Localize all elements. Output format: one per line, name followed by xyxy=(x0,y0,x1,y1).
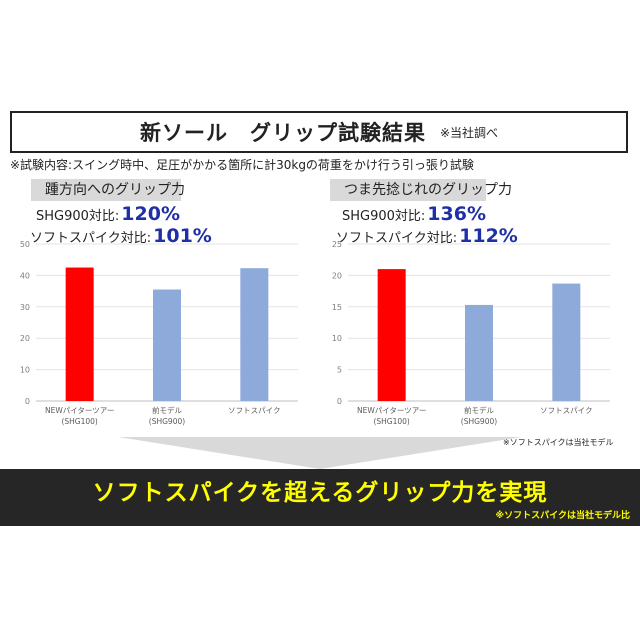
bar xyxy=(240,268,269,401)
right-ratio-softspike-value: 112% xyxy=(459,225,518,247)
result-banner: ソフトスパイクを超えるグリップ力を実現 ※ソフトスパイクは当社モデル比 xyxy=(0,469,640,526)
right-ratio-shg900: SHG900対比: 136% xyxy=(342,203,486,225)
left-ratio-shg900-label: SHG900対比: xyxy=(36,209,120,224)
y-tick-label: 50 xyxy=(20,240,30,249)
x-category-label: ソフトスパイク xyxy=(540,406,592,415)
left-bar-chart: 0 10 20 30 40 50 NEWパイターツアー (SHG100) 前モデル (SHG900… xyxy=(20,240,298,426)
bar xyxy=(552,283,581,401)
title-box: 新ソール グリップ試験結果 ※当社調べ xyxy=(10,111,628,153)
x-category-label: 前モデル xyxy=(464,405,494,415)
left-panel-label: 踵方向へのグリップ力 xyxy=(31,179,185,201)
bar xyxy=(65,267,94,401)
left-ratio-shg900: SHG900対比: 120% xyxy=(36,203,180,225)
y-tick-label: 10 xyxy=(20,366,30,375)
banner-headline: ソフトスパイクを超えるグリップ力を実現 xyxy=(92,480,548,506)
y-tick-label: 20 xyxy=(20,334,30,343)
x-category-label: NEWパイターツアー xyxy=(45,406,114,415)
right-ratio-softspike: ソフトスパイク対比: 112% xyxy=(336,225,518,247)
x-category-label: (SHG900) xyxy=(461,417,497,426)
x-category-label: (SHG900) xyxy=(149,417,185,426)
left-ratio-softspike-label: ソフトスパイク対比: xyxy=(30,231,152,246)
bar xyxy=(153,289,181,401)
x-category-label: (SHG100) xyxy=(373,417,409,426)
test-description: ※試験内容:スイング時中、足圧がかかる箇所に計30kgの荷重をかけ行う引っ張り試… xyxy=(10,158,474,172)
y-tick-label: 5 xyxy=(337,366,342,375)
y-tick-label: 30 xyxy=(20,303,30,312)
right-ratio-softspike-label: ソフトスパイク対比: xyxy=(336,231,458,246)
bar xyxy=(377,269,406,401)
left-ratio-shg900-value: 120% xyxy=(121,203,180,225)
y-tick-label: 10 xyxy=(332,334,342,343)
left-ratio-softspike: ソフトスパイク対比: 101% xyxy=(30,225,212,247)
y-tick-label: 40 xyxy=(20,271,30,280)
right-ratio-shg900-label: SHG900対比: xyxy=(342,209,426,224)
left-ratio-softspike-value: 101% xyxy=(153,225,212,247)
x-category-label: (SHG100) xyxy=(61,417,97,426)
right-ratio-shg900-value: 136% xyxy=(427,203,486,225)
page-title: 新ソール グリップ試験結果 xyxy=(139,121,426,145)
x-category-label: ソフトスパイク xyxy=(228,406,280,415)
y-tick-label: 0 xyxy=(337,397,342,406)
bar xyxy=(465,304,493,401)
chart-footnote: ※ソフトスパイクは当社モデル xyxy=(503,438,614,447)
y-tick-label: 15 xyxy=(332,303,342,312)
y-tick-label: 0 xyxy=(25,397,30,406)
title-note: ※当社調べ xyxy=(439,125,499,140)
x-category-label: NEWパイターツアー xyxy=(357,406,426,415)
y-tick-label: 20 xyxy=(332,271,342,280)
x-category-label: 前モデル xyxy=(152,405,182,415)
right-bar-chart: 0 5 10 15 20 25 NEWパイターツアー (SHG100) 前モデル (SHG900)… xyxy=(332,240,610,426)
y-tick-label: 25 xyxy=(332,240,342,249)
right-panel-label: つま先捻じれのグリップ力 xyxy=(330,179,512,201)
banner-note: ※ソフトスパイクは当社モデル比 xyxy=(495,511,630,521)
down-arrow-shape xyxy=(118,437,522,469)
